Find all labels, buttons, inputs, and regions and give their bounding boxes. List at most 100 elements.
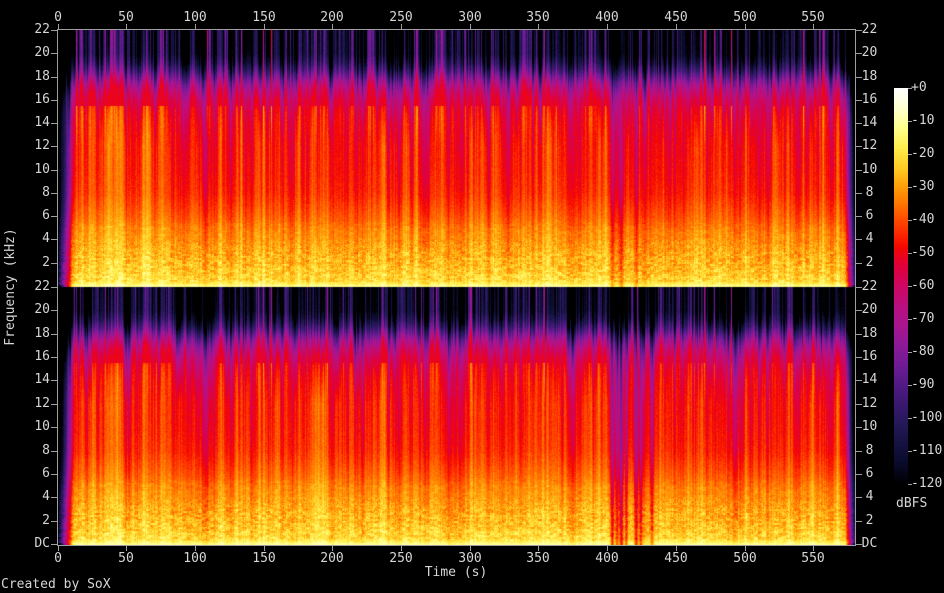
freq-tick-label-left: 6: [42, 208, 50, 223]
freq-tick-right: [856, 146, 862, 147]
sox-credit: Created by SoX: [1, 577, 111, 592]
freq-tick-label-left: 18: [34, 326, 50, 341]
freq-tick-right: [856, 544, 862, 545]
freq-tick-right: [856, 357, 862, 358]
freq-tick-label-right: 18: [861, 326, 878, 341]
freq-tick-left: [51, 193, 57, 194]
freq-tick-left: [51, 287, 57, 288]
freq-tick-label-right: 6: [865, 208, 874, 223]
time-tick-bottom: [401, 545, 402, 551]
time-tick-label-top: 100: [183, 10, 207, 25]
spectrogram-canvas: [58, 30, 855, 545]
freq-tick-label-right: 2: [865, 255, 874, 270]
colorbar-tick-label: -30: [911, 179, 935, 194]
freq-tick-label-right: 10: [861, 419, 878, 434]
freq-tick-right: [856, 100, 862, 101]
freq-tick-right: [856, 451, 862, 452]
colorbar-unit-label: dBFS: [896, 496, 928, 511]
time-tick-label-top: 0: [54, 10, 62, 25]
freq-tick-label-right: 22: [861, 279, 878, 294]
freq-tick-left: [51, 521, 57, 522]
freq-tick-right: [856, 334, 862, 335]
freq-tick-label-right: 14: [861, 115, 878, 130]
time-tick-bottom: [813, 545, 814, 551]
time-tick-top: [676, 24, 677, 30]
freq-tick-right: [856, 474, 862, 475]
freq-tick-label-left: DC: [34, 536, 50, 551]
colorbar-tick-label: -90: [911, 377, 935, 392]
colorbar-tick: [908, 187, 912, 188]
colorbar-tick-label: -50: [911, 245, 935, 260]
time-tick-bottom: [195, 545, 196, 551]
freq-tick-right: [856, 521, 862, 522]
left-axis-line: [57, 29, 58, 546]
freq-tick-left: [51, 216, 57, 217]
freq-tick-left: [51, 427, 57, 428]
freq-tick-right: [856, 497, 862, 498]
time-tick-label-top: 200: [320, 10, 344, 25]
freq-tick-label-left: 18: [34, 69, 50, 84]
freq-tick-label-left: 16: [34, 92, 50, 107]
time-tick-bottom: [745, 545, 746, 551]
time-tick-top: [745, 24, 746, 30]
colorbar-tick: [908, 319, 912, 320]
freq-tick-left: [51, 123, 57, 124]
time-tick-label-bottom: 450: [664, 551, 688, 566]
colorbar-tick: [908, 154, 912, 155]
freq-tick-label-left: 2: [42, 513, 50, 528]
freq-tick-label-right: DC: [861, 536, 878, 551]
colorbar-tick: [908, 286, 912, 287]
colorbar-tick: [908, 418, 912, 419]
freq-tick-left: [51, 146, 57, 147]
freq-tick-left: [51, 263, 57, 264]
colorbar-tick-label: -40: [911, 212, 935, 227]
colorbar-tick: [908, 451, 912, 452]
freq-tick-right: [856, 53, 862, 54]
time-tick-label-top: 550: [801, 10, 825, 25]
time-tick-bottom: [538, 545, 539, 551]
time-tick-top: [401, 24, 402, 30]
time-tick-label-bottom: 100: [183, 551, 207, 566]
freq-tick-label-left: 20: [34, 302, 50, 317]
freq-tick-label-left: 22: [34, 22, 50, 37]
freq-tick-left: [51, 474, 57, 475]
time-tick-bottom: [470, 545, 471, 551]
freq-tick-label-left: 8: [42, 443, 50, 458]
time-tick-label-top: 450: [664, 10, 688, 25]
freq-tick-right: [856, 263, 862, 264]
colorbar-tick-label: -80: [911, 344, 935, 359]
freq-tick-left: [51, 544, 57, 545]
time-tick-top: [538, 24, 539, 30]
time-tick-top: [58, 24, 59, 30]
freq-tick-label-right: 6: [865, 466, 874, 481]
freq-tick-left: [51, 404, 57, 405]
time-tick-label-top: 400: [595, 10, 619, 25]
freq-tick-right: [856, 123, 862, 124]
freq-tick-label-right: 16: [861, 349, 878, 364]
time-tick-bottom: [607, 545, 608, 551]
freq-tick-label-right: 18: [861, 69, 878, 84]
freq-tick-label-right: 20: [861, 45, 878, 60]
freq-tick-left: [51, 357, 57, 358]
colorbar-tick: [908, 385, 912, 386]
time-tick-label-bottom: 400: [595, 551, 619, 566]
time-tick-label-top: 350: [526, 10, 550, 25]
freq-tick-label-left: 12: [34, 396, 50, 411]
time-tick-top: [332, 24, 333, 30]
colorbar-tick: [908, 253, 912, 254]
freq-tick-left: [51, 170, 57, 171]
freq-tick-left: [51, 380, 57, 381]
colorbar-tick: [908, 484, 912, 485]
time-tick-label-bottom: 250: [389, 551, 413, 566]
freq-tick-label-right: 4: [865, 489, 874, 504]
freq-tick-label-left: 20: [34, 45, 50, 60]
time-tick-label-bottom: 150: [252, 551, 276, 566]
freq-tick-right: [856, 193, 862, 194]
freq-tick-label-left: 16: [34, 349, 50, 364]
freq-tick-label-right: 12: [861, 396, 878, 411]
freq-tick-left: [51, 30, 57, 31]
freq-tick-label-left: 4: [42, 231, 50, 246]
freq-tick-label-right: 14: [861, 372, 878, 387]
colorbar-tick-label: -120: [911, 476, 943, 491]
colorbar-tick: [908, 88, 912, 89]
